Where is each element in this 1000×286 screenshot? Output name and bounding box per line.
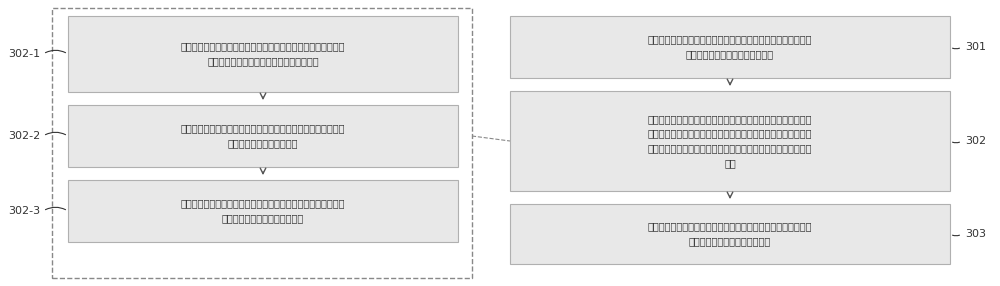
Text: 将检测时间和市场出清价格输入至勒纳指数预测子模型，获得目
标发电商的勒纳指数预测值: 将检测时间和市场出清价格输入至勒纳指数预测子模型，获得目 标发电商的勒纳指数预测… — [181, 124, 345, 148]
Text: 获取目标发电商的待检测数据；其中，待检测数据信息包括检测
时间和与检测时间对应的报价数据: 获取目标发电商的待检测数据；其中，待检测数据信息包括检测 时间和与检测时间对应的… — [648, 35, 812, 59]
Text: 303: 303 — [965, 229, 986, 239]
Text: 根据报价数据，获取与检测时间对应的市场出清价格和目标发电
商在检测时间对应的时间范围内的实际报价: 根据报价数据，获取与检测时间对应的市场出清价格和目标发电 商在检测时间对应的时间… — [181, 41, 345, 66]
Text: 将检测时间和实际报价输入至行为影响测试预测子模型，获得目
标发电商的行为影响测试预测值: 将检测时间和实际报价输入至行为影响测试预测子模型，获得目 标发电商的行为影响测试… — [181, 198, 345, 223]
Text: 302-1: 302-1 — [8, 49, 40, 59]
FancyBboxPatch shape — [68, 16, 458, 92]
FancyBboxPatch shape — [68, 180, 458, 242]
Text: 301: 301 — [965, 42, 986, 52]
Text: 302: 302 — [965, 136, 986, 146]
Text: 302-2: 302-2 — [8, 131, 40, 141]
Text: 302-3: 302-3 — [8, 206, 40, 216]
FancyBboxPatch shape — [510, 204, 950, 264]
Text: 将指数预测数据中的各指数值进行加权平均，以检测目标发电商
在检测时间下是否存在持留行为: 将指数预测数据中的各指数值进行加权平均，以检测目标发电商 在检测时间下是否存在持… — [648, 222, 812, 247]
FancyBboxPatch shape — [510, 16, 950, 78]
FancyBboxPatch shape — [510, 91, 950, 191]
Text: 将待检测数据输入至预设的指数预测模型，获得目标发电商的指
数预测数据；其中，指数预测模型已学习得到基于检测时间和报
价数据，预测所述目标发电商的勒纳指数值和行为: 将待检测数据输入至预设的指数预测模型，获得目标发电商的指 数预测数据；其中，指数… — [648, 114, 812, 168]
FancyBboxPatch shape — [68, 105, 458, 167]
